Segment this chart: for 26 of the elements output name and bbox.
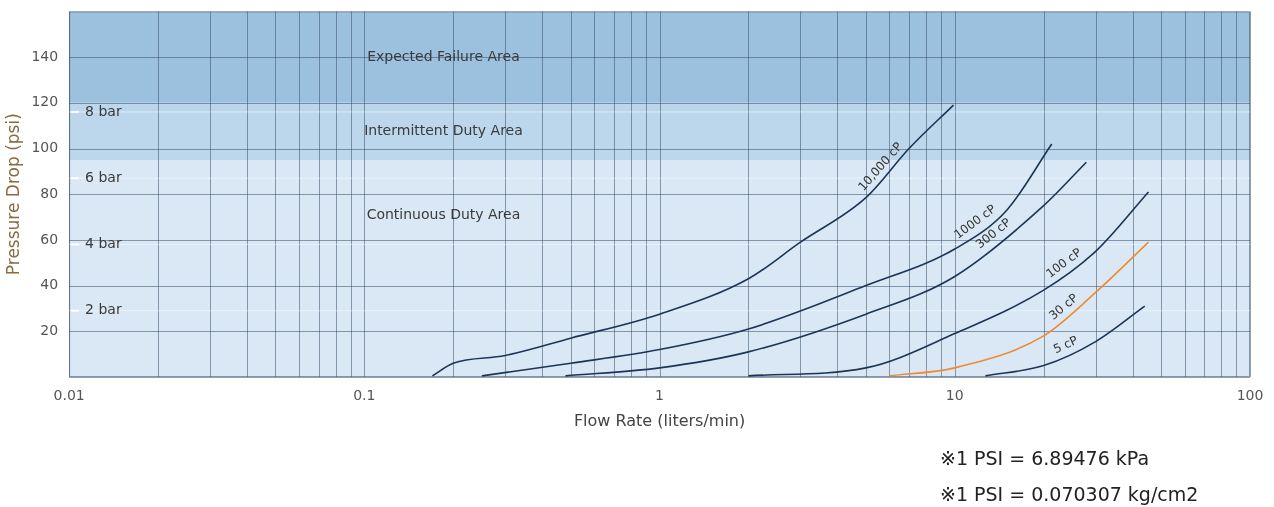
ref-line-label: 2 bar (85, 301, 122, 318)
band-label: Expected Failure Area (367, 47, 520, 64)
text: 5 cP (1051, 332, 1080, 357)
y-axis-title: Pressure Drop (psi) (2, 113, 23, 276)
text: 30 cP (1046, 290, 1081, 323)
y-tick-label: 140 (31, 47, 59, 64)
ref-line-label: 8 bar (85, 102, 122, 119)
y-tick-label: 60 (40, 230, 59, 247)
x-tick-label: 0.01 (53, 387, 85, 404)
y-tick-label: 80 (40, 184, 59, 201)
y-tick-label: 120 (31, 93, 59, 110)
x-tick-label: 1 (655, 387, 665, 404)
y-tick-label: 40 (40, 276, 59, 293)
text: ※1 PSI = 0.070307 kg/cm2 (940, 482, 1199, 507)
band-label: Intermittent Duty Area (364, 122, 523, 138)
text: 100 cP (1043, 245, 1085, 281)
x-tick-label: 0.1 (353, 387, 376, 404)
x-axis-title: Flow Rate (liters/min) (573, 410, 746, 430)
y-tick-label: 100 (31, 139, 59, 156)
text: ※1 PSI = 6.89476 kPa (940, 446, 1151, 471)
x-tick-label: 100 (1236, 387, 1264, 404)
ref-line-label: 6 bar (85, 168, 122, 185)
band-label: Continuous Duty Area (366, 205, 521, 222)
y-tick-label: 20 (40, 321, 59, 338)
ref-line-label: 4 bar (85, 235, 122, 252)
x-tick-label: 10 (945, 387, 964, 404)
